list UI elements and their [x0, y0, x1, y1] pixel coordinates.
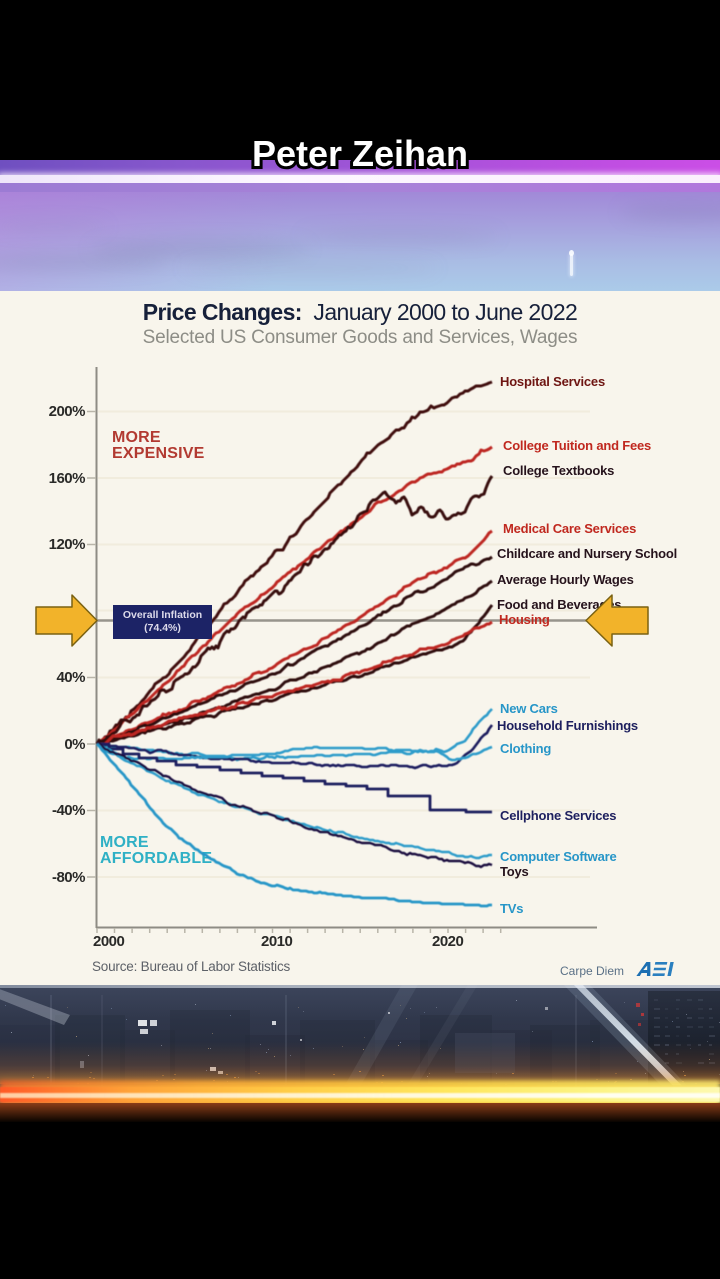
svg-text:Peter Zeihan: Peter Zeihan — [252, 133, 468, 174]
